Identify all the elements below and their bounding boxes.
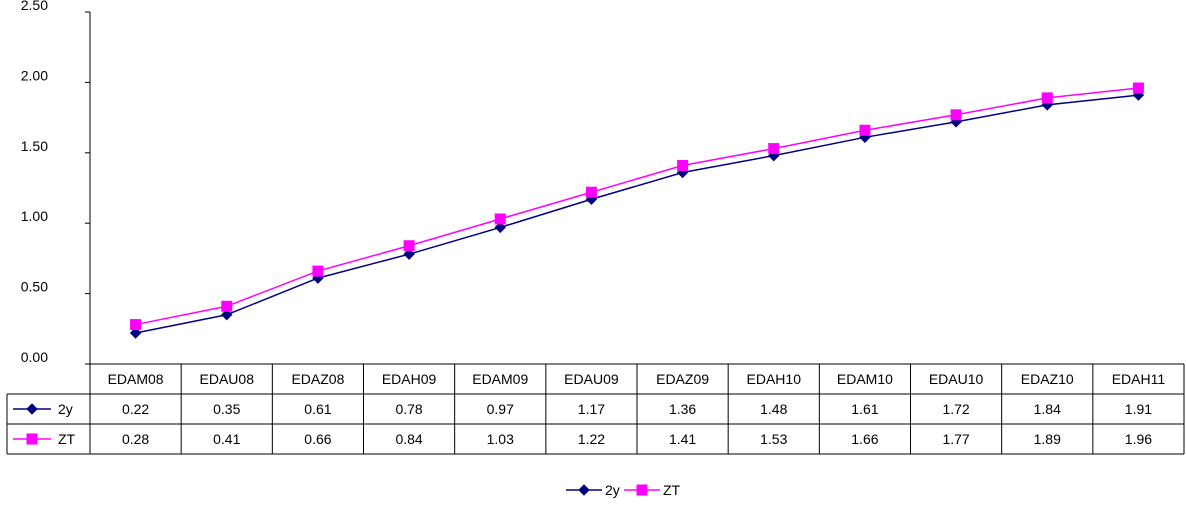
point-ZT bbox=[1132, 82, 1144, 94]
point-ZT bbox=[403, 240, 415, 252]
series-line-2y bbox=[135, 94, 1139, 334]
table-value: 1.41 bbox=[669, 431, 696, 447]
table-series-name: ZT bbox=[58, 431, 76, 447]
table-value: 0.41 bbox=[213, 431, 240, 447]
point-ZT bbox=[221, 300, 233, 312]
table-value: 0.61 bbox=[304, 401, 331, 417]
legend-label: ZT bbox=[663, 482, 681, 498]
point-2y bbox=[221, 309, 233, 321]
y-tick-label: 2.00 bbox=[21, 67, 48, 83]
y-tick-label: 1.50 bbox=[21, 138, 48, 154]
category-label: EDAU08 bbox=[200, 371, 255, 387]
point-2y bbox=[129, 327, 142, 339]
table-value: 0.97 bbox=[487, 401, 514, 417]
table-value: 0.35 bbox=[213, 401, 240, 417]
y-tick-label: 0.00 bbox=[21, 349, 48, 365]
y-tick-label: 2.50 bbox=[21, 0, 48, 13]
y-tick-label: 0.50 bbox=[21, 279, 48, 295]
table-series-name: 2y bbox=[58, 401, 73, 417]
table-value: 1.36 bbox=[669, 401, 696, 417]
point-2y bbox=[494, 221, 506, 234]
table-value: 1.66 bbox=[851, 431, 878, 447]
category-label: EDAM09 bbox=[472, 371, 528, 387]
table-value: 1.96 bbox=[1125, 431, 1152, 447]
table-value: 0.22 bbox=[122, 401, 149, 417]
category-label: EDAH11 bbox=[1112, 371, 1166, 387]
legend-label: 2y bbox=[605, 482, 620, 498]
category-label: EDAM10 bbox=[837, 371, 893, 387]
category-label: EDAM08 bbox=[108, 371, 164, 387]
table-value: 1.84 bbox=[1034, 401, 1061, 417]
table-value: 1.53 bbox=[760, 431, 787, 447]
table-value: 1.48 bbox=[760, 401, 787, 417]
category-label: EDAU09 bbox=[564, 371, 619, 387]
table-value: 1.77 bbox=[942, 431, 969, 447]
legend-key-marker bbox=[636, 484, 648, 496]
category-label: EDAH09 bbox=[382, 371, 437, 387]
table-value: 1.91 bbox=[1125, 401, 1152, 417]
category-label: EDAZ09 bbox=[656, 371, 709, 387]
point-ZT bbox=[677, 159, 689, 171]
point-ZT bbox=[1041, 92, 1053, 104]
point-ZT bbox=[130, 319, 142, 331]
table-legend-key-marker bbox=[26, 433, 38, 445]
point-ZT bbox=[585, 186, 597, 198]
table-value: 0.66 bbox=[304, 431, 331, 447]
point-ZT bbox=[768, 143, 780, 155]
table-value: 0.84 bbox=[395, 431, 422, 447]
category-label: EDAZ08 bbox=[291, 371, 344, 387]
table-value: 1.61 bbox=[851, 401, 878, 417]
point-ZT bbox=[312, 265, 324, 277]
point-ZT bbox=[859, 124, 871, 136]
table-legend-key-marker bbox=[26, 403, 38, 415]
series-line-ZT bbox=[135, 87, 1139, 326]
table-value: 1.89 bbox=[1034, 431, 1061, 447]
table-value: 1.72 bbox=[942, 401, 969, 417]
category-label: EDAZ10 bbox=[1021, 371, 1074, 387]
category-label: EDAU10 bbox=[929, 371, 984, 387]
category-label: EDAH10 bbox=[747, 371, 802, 387]
table-value: 0.78 bbox=[395, 401, 422, 417]
legend-key-marker bbox=[578, 484, 590, 496]
point-ZT bbox=[950, 109, 962, 121]
table-value: 1.03 bbox=[487, 431, 514, 447]
y-tick-label: 1.00 bbox=[21, 208, 48, 224]
table-value: 1.17 bbox=[578, 401, 605, 417]
point-2y bbox=[403, 248, 415, 260]
point-ZT bbox=[494, 213, 506, 225]
table-value: 1.22 bbox=[578, 431, 605, 447]
table-value: 0.28 bbox=[122, 431, 149, 447]
